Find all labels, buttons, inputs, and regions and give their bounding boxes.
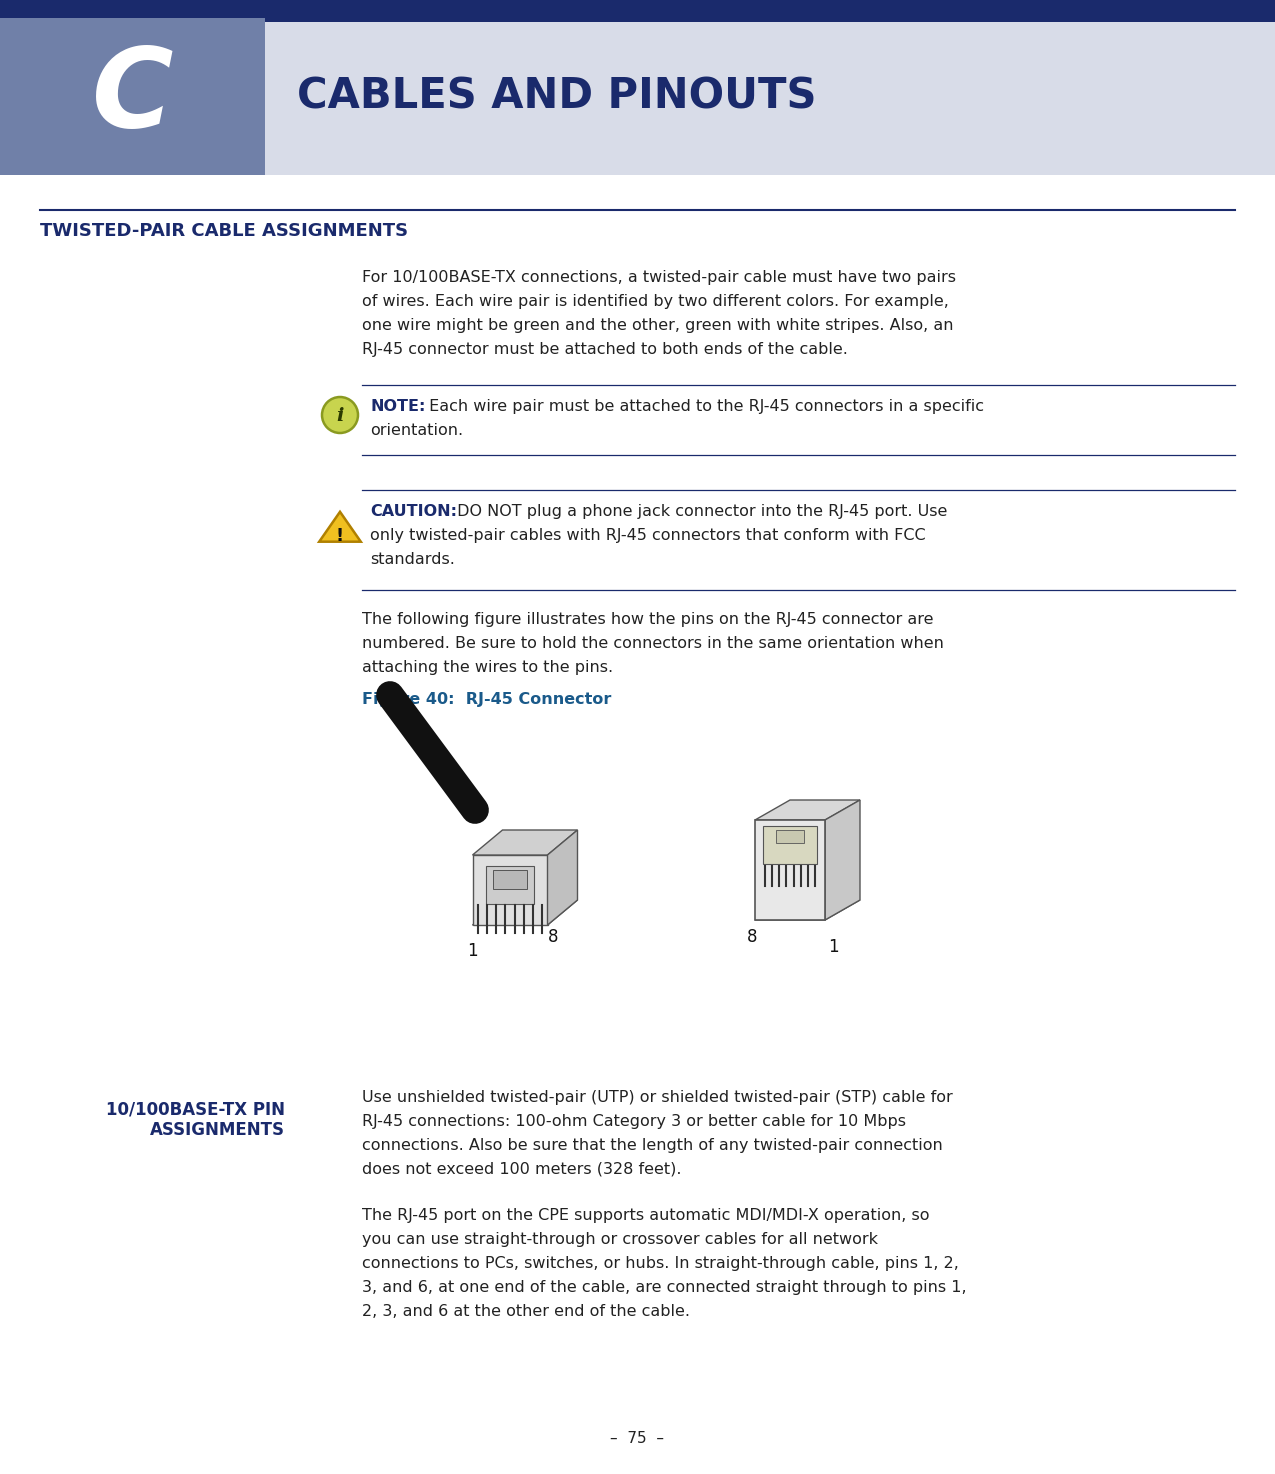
Text: Figure 40:  RJ-45 Connector: Figure 40: RJ-45 Connector xyxy=(362,691,612,708)
Polygon shape xyxy=(473,855,547,926)
Text: orientation.: orientation. xyxy=(370,423,463,438)
Polygon shape xyxy=(755,901,861,920)
Text: connections. Also be sure that the length of any twisted-pair connection: connections. Also be sure that the lengt… xyxy=(362,1138,942,1153)
Text: –  75  –: – 75 – xyxy=(611,1431,664,1446)
Text: Each wire pair must be attached to the RJ-45 connectors in a specific: Each wire pair must be attached to the R… xyxy=(425,399,984,414)
Text: 3, and 6, at one end of the cable, are connected straight through to pins 1,: 3, and 6, at one end of the cable, are c… xyxy=(362,1279,966,1296)
Text: !: ! xyxy=(335,528,344,545)
Text: 2, 3, and 6 at the other end of the cable.: 2, 3, and 6 at the other end of the cabl… xyxy=(362,1304,690,1319)
Bar xyxy=(486,865,534,904)
Text: attaching the wires to the pins.: attaching the wires to the pins. xyxy=(362,660,613,675)
Bar xyxy=(265,18,1275,175)
Bar xyxy=(762,825,817,864)
Text: 1: 1 xyxy=(827,937,839,957)
Polygon shape xyxy=(825,800,861,920)
Polygon shape xyxy=(473,901,578,926)
Text: connections to PCs, switches, or hubs. In straight-through cable, pins 1, 2,: connections to PCs, switches, or hubs. I… xyxy=(362,1256,959,1271)
Text: numbered. Be sure to hold the connectors in the same orientation when: numbered. Be sure to hold the connectors… xyxy=(362,635,944,652)
Text: 8: 8 xyxy=(747,929,757,946)
Bar xyxy=(776,830,803,843)
Text: you can use straight-through or crossover cables for all network: you can use straight-through or crossove… xyxy=(362,1232,878,1247)
Text: DO NOT plug a phone jack connector into the RJ-45 port. Use: DO NOT plug a phone jack connector into … xyxy=(453,504,947,519)
Text: only twisted-pair cables with RJ-45 connectors that conform with FCC: only twisted-pair cables with RJ-45 conn… xyxy=(370,528,926,542)
Bar xyxy=(755,820,825,920)
Text: The following figure illustrates how the pins on the RJ-45 connector are: The following figure illustrates how the… xyxy=(362,612,933,626)
Text: 1: 1 xyxy=(467,942,477,960)
Text: C: C xyxy=(92,43,173,150)
Text: CABLES AND PINOUTS: CABLES AND PINOUTS xyxy=(297,75,816,118)
Polygon shape xyxy=(755,800,861,820)
Text: of wires. Each wire pair is identified by two different colors. For example,: of wires. Each wire pair is identified b… xyxy=(362,293,949,310)
Text: does not exceed 100 meters (328 feet).: does not exceed 100 meters (328 feet). xyxy=(362,1162,682,1178)
Text: NOTE:: NOTE: xyxy=(370,399,426,414)
Bar xyxy=(493,870,527,889)
Polygon shape xyxy=(547,830,578,926)
Text: one wire might be green and the other, green with white stripes. Also, an: one wire might be green and the other, g… xyxy=(362,318,954,333)
Text: standards.: standards. xyxy=(370,551,455,567)
Polygon shape xyxy=(473,830,578,855)
Bar xyxy=(0,18,265,175)
Text: For 10/100BASE-TX connections, a twisted-pair cable must have two pairs: For 10/100BASE-TX connections, a twisted… xyxy=(362,270,956,284)
Text: 8: 8 xyxy=(548,929,558,946)
Text: The RJ-45 port on the CPE supports automatic MDI/MDI-X operation, so: The RJ-45 port on the CPE supports autom… xyxy=(362,1209,929,1223)
Text: TWISTED-PAIR CABLE ASSIGNMENTS: TWISTED-PAIR CABLE ASSIGNMENTS xyxy=(40,223,408,240)
Text: 10/100BASE-TX PIN
ASSIGNMENTS: 10/100BASE-TX PIN ASSIGNMENTS xyxy=(106,1100,286,1139)
Text: RJ-45 connections: 100-ohm Category 3 or better cable for 10 Mbps: RJ-45 connections: 100-ohm Category 3 or… xyxy=(362,1114,907,1129)
Text: RJ-45 connector must be attached to both ends of the cable.: RJ-45 connector must be attached to both… xyxy=(362,342,848,357)
Bar xyxy=(265,18,1275,22)
Text: CAUTION:: CAUTION: xyxy=(370,504,456,519)
Text: i: i xyxy=(337,407,344,425)
Bar xyxy=(0,0,1275,18)
Text: Use unshielded twisted-pair (UTP) or shielded twisted-pair (STP) cable for: Use unshielded twisted-pair (UTP) or shi… xyxy=(362,1089,952,1106)
Polygon shape xyxy=(319,511,361,542)
Circle shape xyxy=(323,397,358,433)
